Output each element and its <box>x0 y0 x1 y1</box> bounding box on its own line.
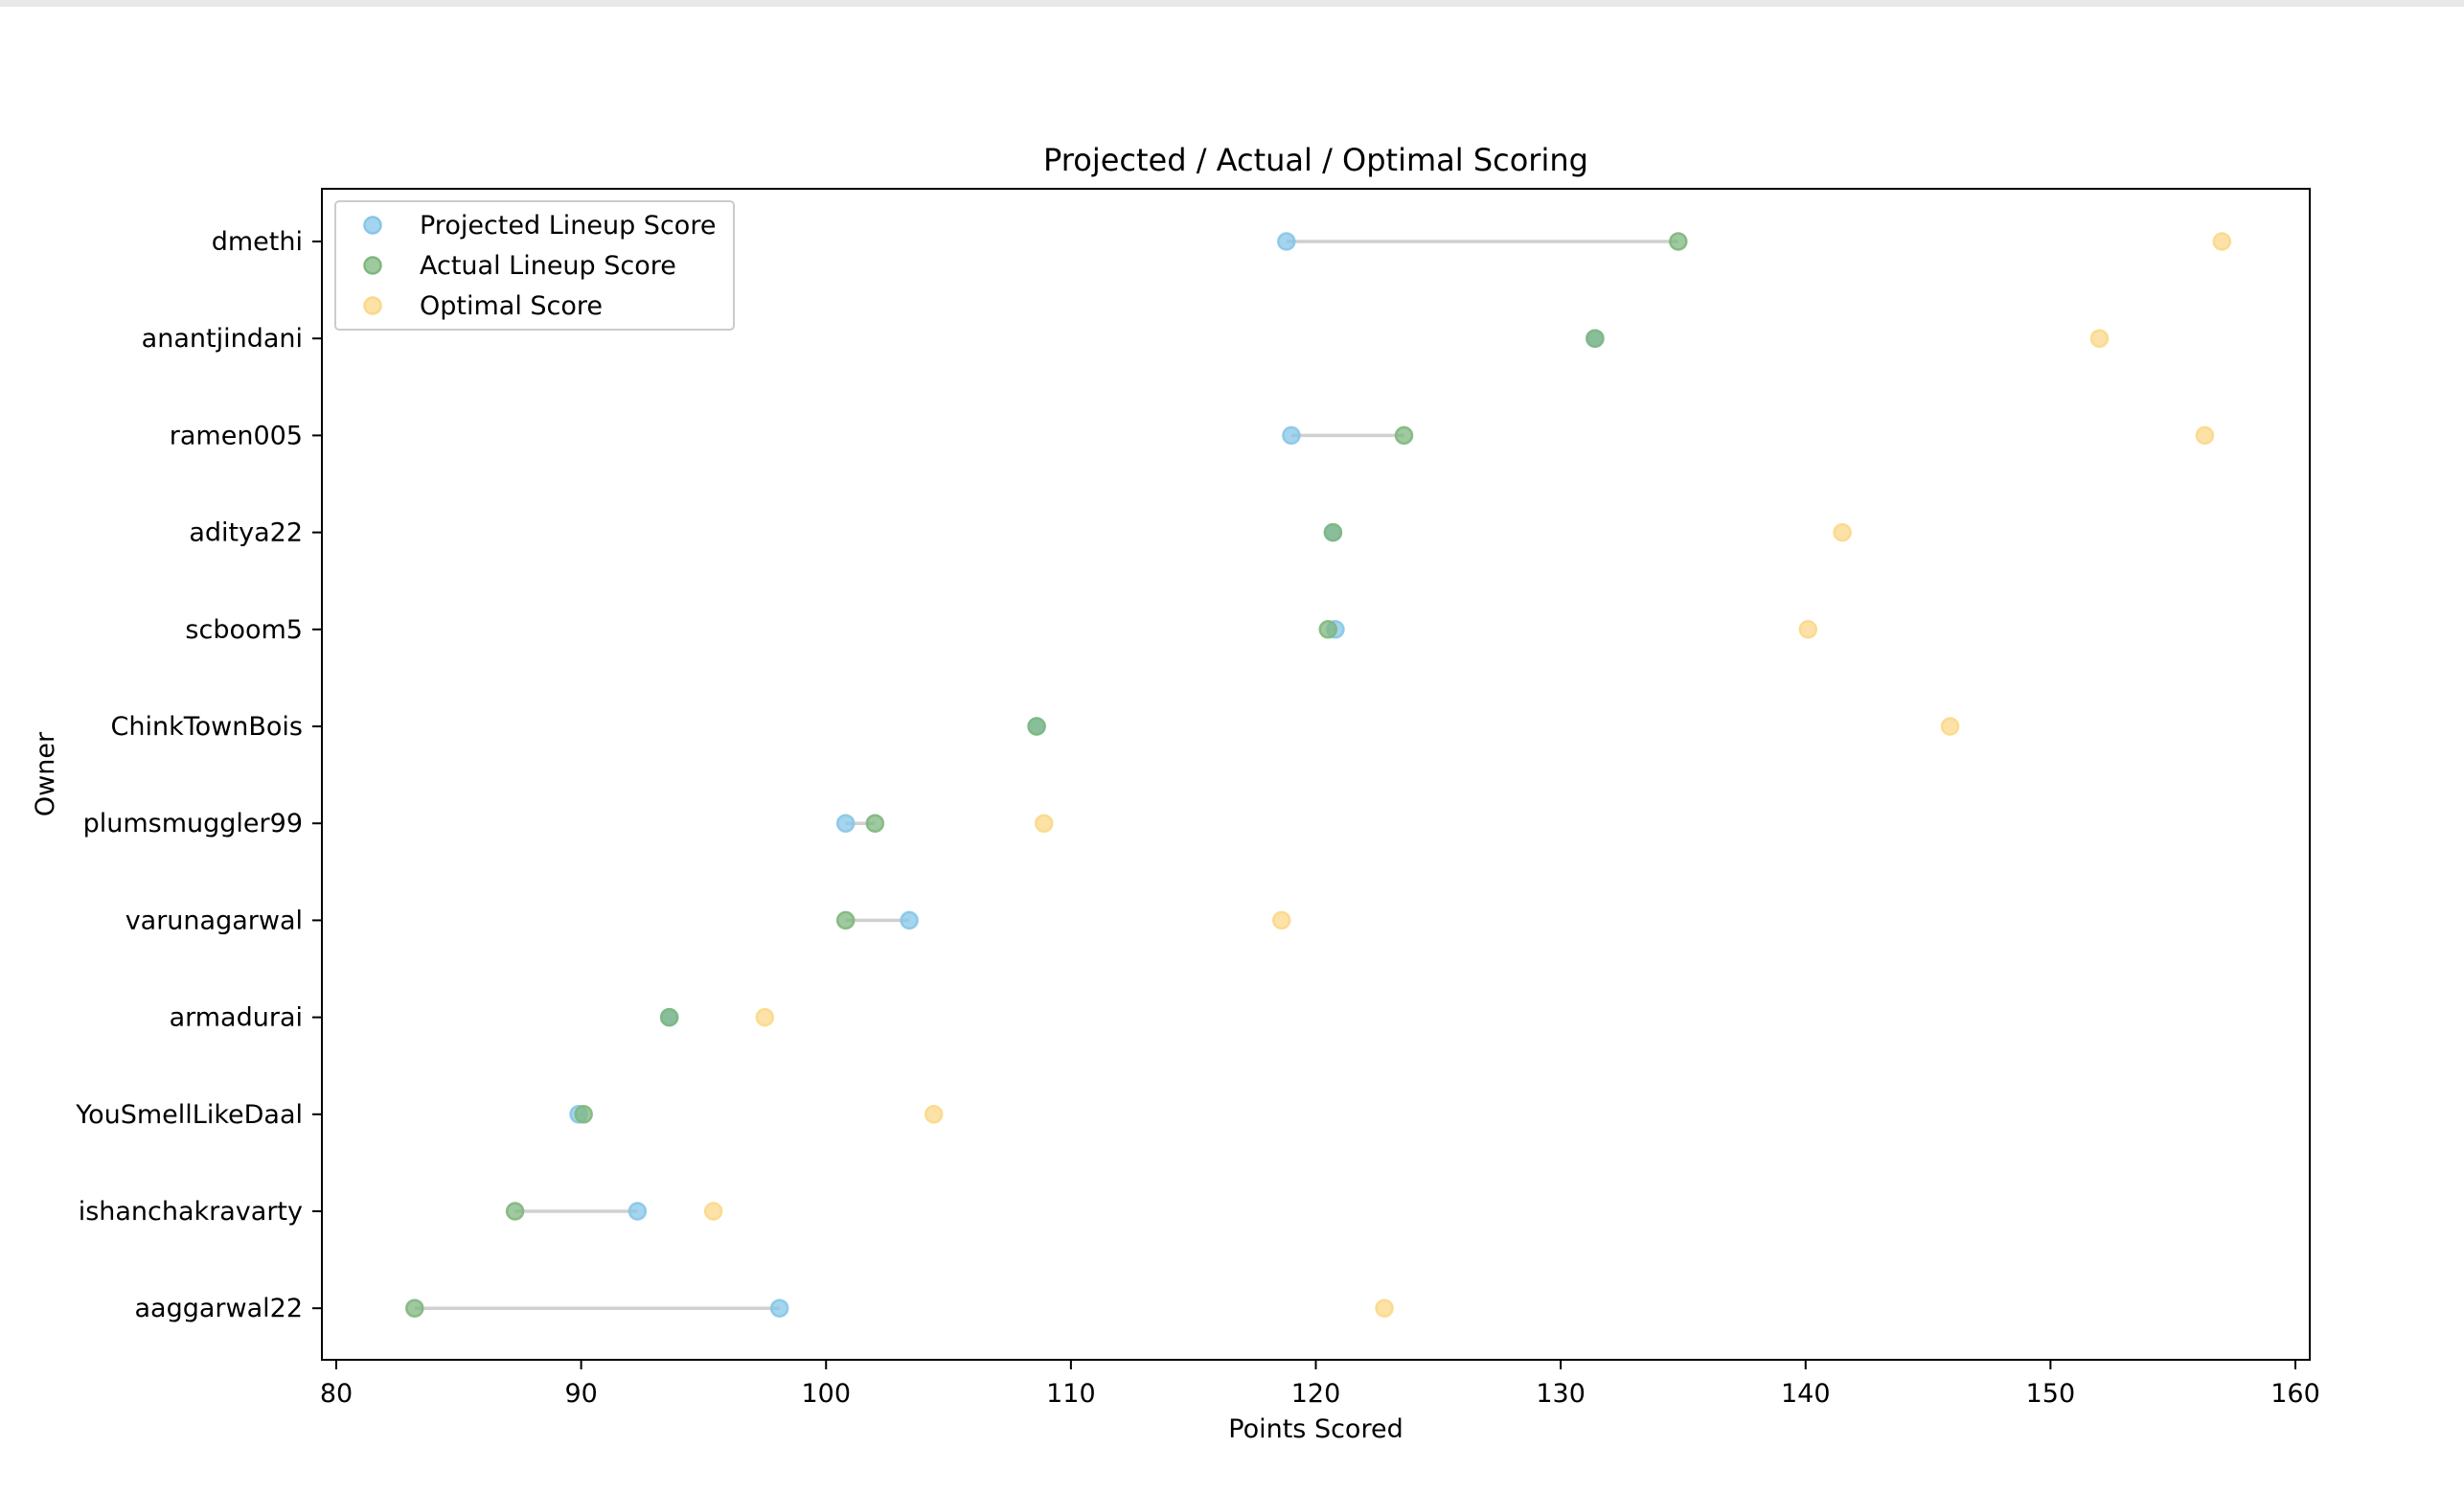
actual-point <box>1586 329 1605 348</box>
x-tick-label: 130 <box>1536 1379 1586 1409</box>
data-points <box>405 232 2232 1318</box>
actual-point <box>1323 522 1343 542</box>
legend-label: Actual Lineup Score <box>420 251 676 281</box>
actual-point <box>405 1298 424 1318</box>
x-tick-label: 120 <box>1291 1379 1341 1409</box>
actual-point <box>659 1007 679 1027</box>
chart-title: Projected / Actual / Optimal Scoring <box>1043 142 1588 178</box>
optimal-point <box>1375 1298 1394 1318</box>
legend-marker <box>363 256 382 275</box>
y-tick-label: anantjindani <box>142 324 303 354</box>
x-tick-label: 100 <box>801 1379 851 1409</box>
actual-point <box>1318 620 1338 639</box>
projected-point <box>900 910 919 930</box>
optimal-point <box>1035 814 1054 833</box>
y-tick-label: aaggarwal22 <box>135 1294 304 1323</box>
optimal-point <box>2089 329 2110 348</box>
legend-marker <box>363 296 382 315</box>
optimal-point <box>1271 910 1291 930</box>
x-tick-label: 150 <box>2026 1379 2076 1409</box>
actual-point <box>835 910 856 930</box>
legend-label: Optimal Score <box>420 291 603 321</box>
y-tick-label: YouSmellLikeDaal <box>75 1100 303 1130</box>
projected-point <box>627 1202 648 1221</box>
actual-point <box>1027 717 1046 736</box>
y-tick-label: aditya22 <box>189 518 303 548</box>
x-axis-label: Points Scored <box>1228 1414 1403 1444</box>
x-tick-label: 160 <box>2270 1379 2320 1409</box>
optimal-point <box>755 1007 775 1027</box>
actual-point <box>505 1202 525 1221</box>
legend-box <box>334 200 735 331</box>
projected-point <box>1277 232 1296 251</box>
projected-point <box>1282 425 1301 446</box>
x-tick-label: 140 <box>1781 1379 1831 1409</box>
optimal-point <box>2195 425 2215 446</box>
y-axis-label: Owner <box>31 731 60 816</box>
x-tick-label: 80 <box>320 1379 353 1409</box>
actual-point <box>1394 425 1414 446</box>
y-tick-label: varunagarwal <box>125 906 303 935</box>
y-tick-label: ChinkTownBois <box>111 712 303 742</box>
y-tick-label: armadurai <box>170 1003 303 1033</box>
window-top-bar <box>0 0 2464 7</box>
x-axis-ticks: 80 90 100 110 120 130 140 150 160 <box>320 1360 2320 1409</box>
optimal-point <box>1833 522 1852 542</box>
y-tick-label: ramen005 <box>170 421 303 450</box>
projected-point <box>769 1298 789 1318</box>
actual-point <box>1669 232 1688 251</box>
connector-lines <box>414 240 1678 1310</box>
y-tick-label: ishanchakravarty <box>79 1197 303 1227</box>
y-tick-label: scboom5 <box>185 615 303 645</box>
chart-legend: Projected Lineup Score Actual Lineup Scor… <box>334 200 735 331</box>
plot-frame <box>321 188 2311 1361</box>
optimal-point <box>1940 717 1960 736</box>
y-tick-label: dmethi <box>212 227 303 257</box>
projected-point <box>835 814 856 833</box>
optimal-point <box>924 1105 944 1124</box>
optimal-point <box>2212 232 2232 251</box>
y-axis-ticks: dmethi anantjindani ramen005 aditya22 scboom… <box>75 227 322 1323</box>
x-tick-label: 90 <box>564 1379 597 1409</box>
optimal-point <box>1798 620 1818 639</box>
legend-marker <box>363 216 382 235</box>
legend-label: Projected Lineup Score <box>420 211 716 241</box>
actual-point <box>865 814 885 833</box>
y-tick-label: plumsmuggler99 <box>83 809 303 838</box>
x-tick-label: 110 <box>1046 1379 1096 1409</box>
optimal-point <box>703 1202 723 1221</box>
actual-point <box>574 1105 593 1124</box>
